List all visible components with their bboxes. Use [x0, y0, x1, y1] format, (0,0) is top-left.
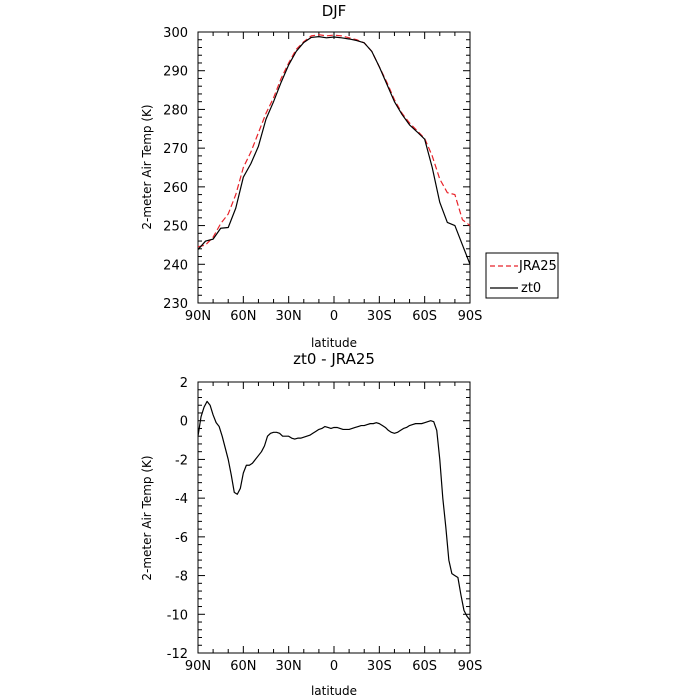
y-tick-label: -8 [175, 570, 188, 585]
x-tick-label: 30S [367, 309, 392, 324]
x-tick-label: 30S [367, 659, 392, 674]
x-tick-label: 90S [458, 309, 483, 324]
legend: JRA25 zt0 [485, 252, 559, 299]
top-chart-title: DJF [322, 2, 347, 20]
top-y-axis-label: 2-meter Air Temp (K) [140, 104, 154, 229]
series-line-zt0 [197, 36, 471, 265]
y-tick-label: 300 [163, 26, 188, 41]
y-tick-label: 0 [180, 415, 188, 430]
x-tick-label: 90N [185, 659, 211, 674]
x-tick-label: 60N [230, 659, 256, 674]
plot-frame [197, 31, 471, 304]
top-chart-panel: DJF 90N 60N 30N 0 30S 60S 90S 230 240 250 260 270 28… [140, 2, 559, 350]
x-tick-label: 60S [412, 309, 437, 324]
y-tick-label: -12 [167, 647, 188, 662]
y-tick-label: -6 [175, 531, 188, 546]
y-tick-label: 2 [180, 376, 188, 391]
y-tick-label: 280 [163, 103, 188, 118]
legend-label-jra25: JRA25 [518, 259, 557, 274]
bottom-chart-title: zt0 - JRA25 [293, 350, 375, 368]
x-tick-label: 30N [276, 309, 302, 324]
x-tick-label: 90N [185, 309, 211, 324]
y-tick-label: 290 [163, 65, 188, 80]
x-tick-label: 30N [276, 659, 302, 674]
bottom-x-axis-label: latitude [311, 684, 357, 698]
legend-label-zt0: zt0 [521, 281, 541, 296]
y-tick-label: -2 [175, 453, 188, 468]
bottom-y-axis-label: 2-meter Air Temp (K) [140, 455, 154, 580]
x-tick-label: 0 [330, 659, 338, 674]
legend-box [485, 252, 559, 299]
series-line-difference [197, 400, 471, 621]
top-x-axis-label: latitude [311, 336, 357, 350]
y-tick-label: 260 [163, 181, 188, 196]
plot-frame [197, 381, 471, 654]
y-tick-label: 230 [163, 297, 188, 312]
bottom-plot-area: 90N 60N 30N 0 30S 60S 90S -12 -10 -8 -6 -4 -2 0 2 [167, 376, 483, 674]
series-line-jra25 [197, 34, 471, 248]
x-tick-label: 60S [412, 659, 437, 674]
y-tick-label: -10 [167, 608, 188, 623]
x-tick-label: 60N [230, 309, 256, 324]
y-tick-label: -4 [175, 492, 188, 507]
y-tick-label: 270 [163, 142, 188, 157]
x-tick-label: 0 [330, 309, 338, 324]
top-plot-area: 90N 60N 30N 0 30S 60S 90S 230 240 250 260 270 280 290… [163, 26, 482, 324]
x-tick-label: 90S [458, 659, 483, 674]
y-tick-label: 250 [163, 220, 188, 235]
bottom-chart-panel: zt0 - JRA25 90N 60N 30N 0 30S 60S 90S -12 -10 -8 -… [140, 350, 482, 698]
y-tick-label: 240 [163, 258, 188, 273]
